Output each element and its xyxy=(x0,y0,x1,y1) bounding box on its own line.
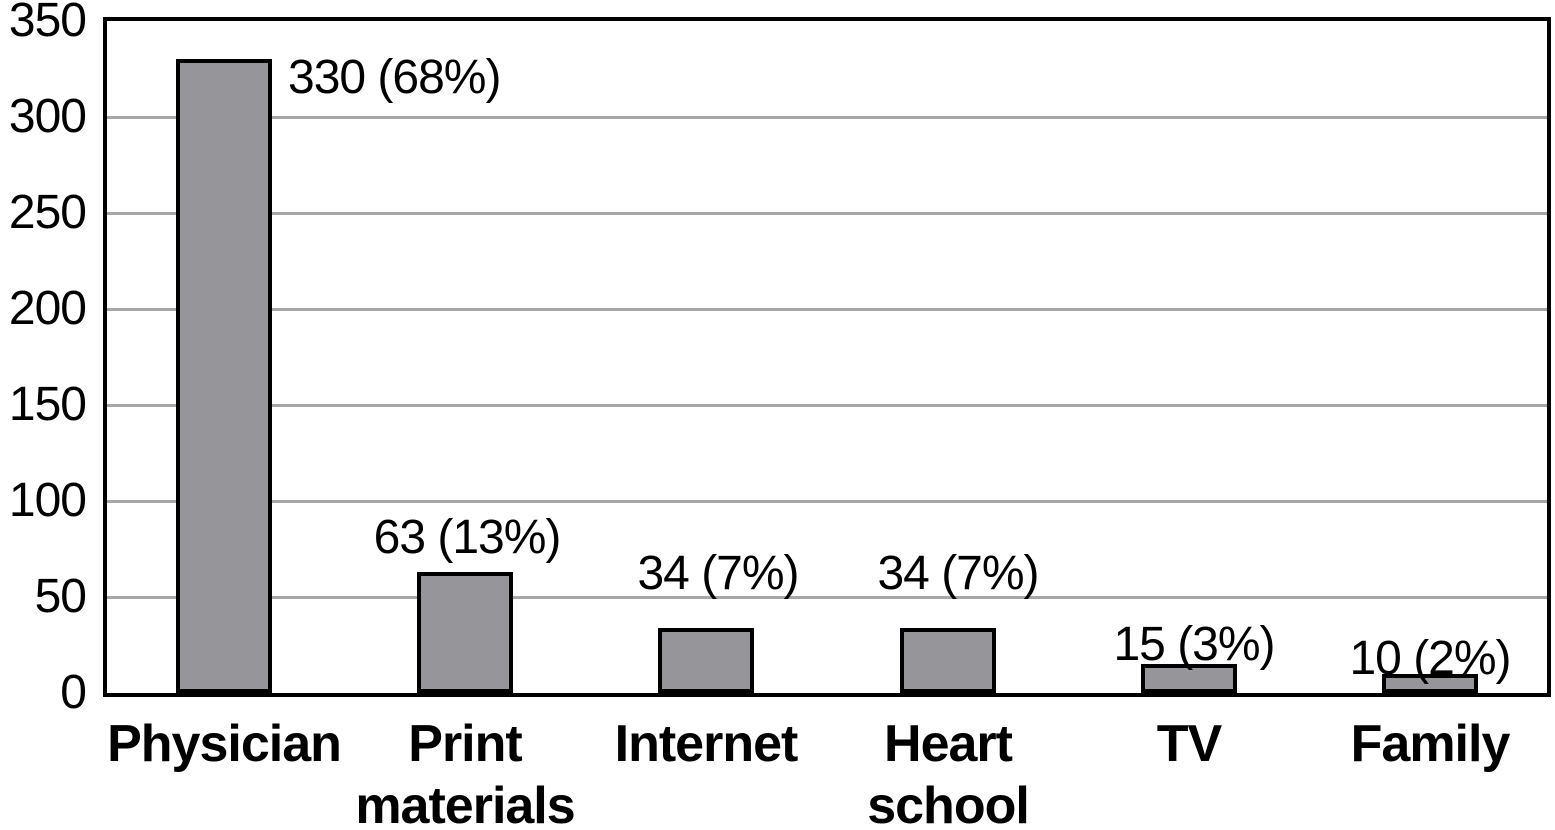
category-label-line: materials xyxy=(355,777,575,830)
gridline-300 xyxy=(107,116,1547,119)
category-label-tv: TV xyxy=(1156,713,1222,775)
category-label-line: Heart xyxy=(884,715,1013,773)
value-label-print-materials: 63 (13%) xyxy=(373,511,562,564)
y-tick-label-300: 300 xyxy=(8,90,87,143)
value-label-internet: 34 (7%) xyxy=(637,547,799,600)
gridline-100 xyxy=(107,500,1547,503)
y-tick-label-100: 100 xyxy=(8,474,87,527)
category-label-print-materials: Print materials xyxy=(355,713,575,830)
bar-internet xyxy=(658,628,754,693)
bar-heart-school xyxy=(900,628,996,693)
y-tick-label-150: 150 xyxy=(8,378,87,431)
bar-tv xyxy=(1141,664,1237,693)
category-label-line: TV xyxy=(1156,715,1222,773)
y-tick-label-0: 0 xyxy=(60,666,87,719)
bar-print-materials xyxy=(417,572,513,693)
value-label-heart-school: 34 (7%) xyxy=(877,547,1039,600)
value-label-physician: 330 (68%) xyxy=(288,51,501,104)
gridline-250 xyxy=(107,212,1547,215)
category-label-line: school xyxy=(867,777,1030,830)
value-label-tv: 15 (3%) xyxy=(1113,618,1275,671)
bar-physician xyxy=(176,59,272,693)
category-label-physician: Physician xyxy=(107,713,342,775)
gridline-200 xyxy=(107,308,1547,311)
plot-area-frame xyxy=(103,17,1551,697)
gridline-50 xyxy=(107,596,1547,599)
category-label-heart-school: Heart school xyxy=(867,713,1030,830)
category-label-line: Family xyxy=(1350,715,1511,773)
category-label-family: Family xyxy=(1350,713,1511,775)
value-label-family: 10 (2%) xyxy=(1349,632,1511,685)
y-tick-label-250: 250 xyxy=(8,186,87,239)
bar-family xyxy=(1382,674,1478,693)
gridline-150 xyxy=(107,404,1547,407)
category-label-internet: Internet xyxy=(614,713,799,775)
y-tick-label-200: 200 xyxy=(8,282,87,335)
category-label-line: Physician xyxy=(107,715,342,773)
y-tick-label-50: 50 xyxy=(34,570,87,623)
y-tick-label-350: 350 xyxy=(8,0,87,47)
category-label-line: Print xyxy=(408,715,522,773)
category-label-line: Internet xyxy=(614,715,799,773)
